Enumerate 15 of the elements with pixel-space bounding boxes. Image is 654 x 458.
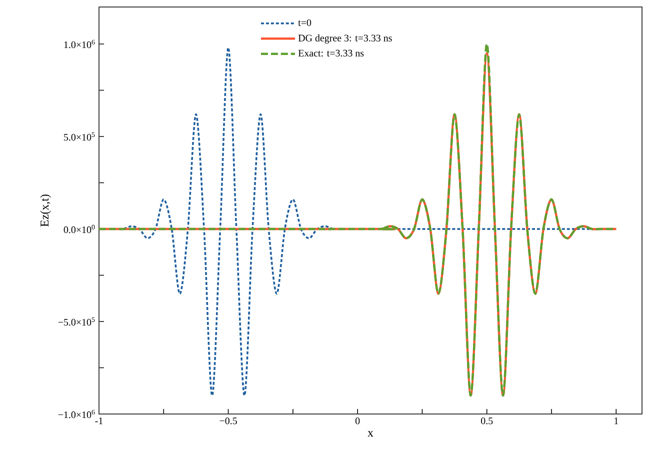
x-tick-label: −0.5 bbox=[220, 418, 237, 424]
legend-label: t=0 bbox=[298, 19, 312, 26]
legend-label: DG degree 3: t=3.33 ns bbox=[298, 34, 392, 44]
x-tick-label: 0.5 bbox=[481, 418, 493, 424]
y-tick-label: 0.0×10$^{0}$ bbox=[64, 224, 95, 234]
y-tick-label: 5.0×10$^{5}$ bbox=[64, 132, 95, 141]
y-axis-title: Ez(x,t) bbox=[40, 194, 51, 227]
legend-label: Exact: t=3.33 ns bbox=[298, 50, 364, 57]
y-tick-label: 1.0×10$^{6}$ bbox=[64, 40, 95, 48]
x-tick-label: 1 bbox=[614, 418, 618, 424]
y-tick-label: −5.0×10$^{5}$ bbox=[58, 317, 95, 326]
x-tick-label: 0 bbox=[355, 418, 360, 424]
x-tick-label: -1 bbox=[95, 418, 103, 424]
y-tick-label: −1.0×10$^{6}$ bbox=[58, 410, 95, 418]
x-axis-title: x bbox=[368, 431, 374, 437]
